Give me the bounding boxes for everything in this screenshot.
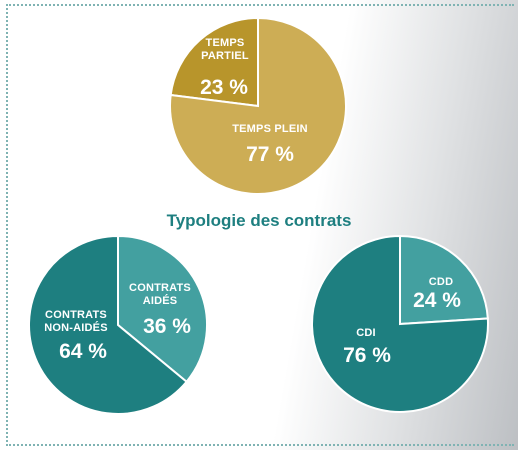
slice-value-label: 24 % bbox=[413, 289, 461, 312]
slice-value-label: 36 % bbox=[143, 315, 191, 338]
slice-category-label: TEMPS PLEIN bbox=[232, 123, 308, 135]
pie-slice bbox=[311, 234, 489, 413]
slice-category-label: NON-AIDÉS bbox=[44, 321, 108, 334]
slice-value-label: 64 % bbox=[59, 340, 107, 363]
pie-slice bbox=[169, 16, 347, 195]
slice-value-label: 77 % bbox=[246, 143, 294, 166]
slice-value-label: 76 % bbox=[343, 344, 391, 367]
slice-category-label: AIDÉS bbox=[143, 294, 178, 307]
section-title: Typologie des contrats bbox=[166, 211, 352, 230]
slice-category-label: PARTIEL bbox=[201, 50, 249, 62]
pie-slice bbox=[399, 234, 489, 326]
slice-value-label: 23 % bbox=[200, 76, 248, 99]
pie-slice bbox=[169, 16, 259, 108]
pie-slice bbox=[28, 234, 188, 415]
dotted-frame bbox=[6, 4, 514, 446]
pie-slice bbox=[117, 234, 208, 384]
slice-category-label: CDD bbox=[429, 276, 453, 288]
slice-category-label: TEMPS bbox=[206, 37, 245, 49]
slice-category-label: CDI bbox=[356, 327, 376, 339]
slice-category-label: CONTRATS bbox=[129, 282, 191, 294]
slice-category-label: CONTRATS bbox=[45, 309, 107, 321]
